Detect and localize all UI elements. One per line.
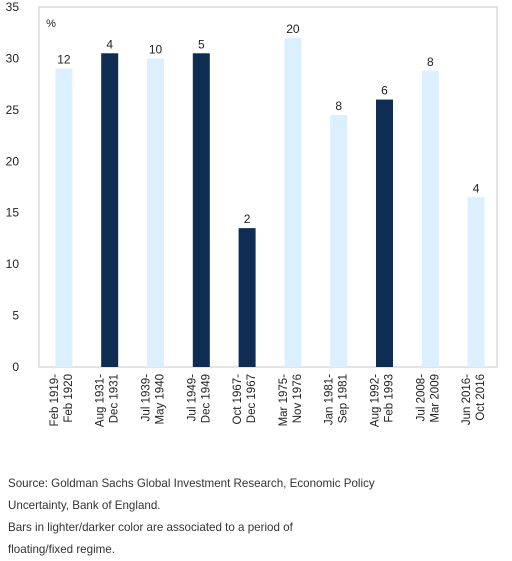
x-tick-label: Aug 1992- <box>370 374 382 427</box>
data-label: 20 <box>286 22 300 36</box>
y-tick-label: 10 <box>6 257 20 271</box>
bar <box>238 228 256 367</box>
bar <box>467 197 485 367</box>
regime-note: Bars in lighter/darker color are associa… <box>8 521 293 534</box>
chart: 0 5 10 15 20 25 30 35% 12 Feb 1919- Feb 1920 4 Aug 1… <box>6 0 498 427</box>
y-tick-label: 25 <box>6 103 20 117</box>
x-tick-label: Jul 2008- <box>415 374 427 421</box>
x-tick-label: Dec 1949 <box>200 374 212 423</box>
bar <box>192 53 210 368</box>
x-tick-label: Jun 2016- <box>461 374 473 425</box>
x-tick-label: Dec 1931 <box>109 374 121 423</box>
bar <box>421 70 439 368</box>
chart-notes: Source: Goldman Sachs Global Investment … <box>8 473 504 561</box>
y-tick-label: 5 <box>12 309 19 323</box>
data-label: 4 <box>106 37 113 51</box>
data-label: 2 <box>244 212 251 226</box>
x-tick-label: Feb 1919- <box>49 374 61 427</box>
y-tick-label: 20 <box>6 154 20 168</box>
data-label: 12 <box>57 53 71 67</box>
y-tick-label: 0 <box>12 360 19 374</box>
bar <box>376 99 393 368</box>
data-label: 5 <box>198 37 205 51</box>
bar <box>284 37 302 367</box>
x-tick-label: Dec 1967 <box>246 374 258 423</box>
x-tick-label: May 1940 <box>155 374 167 425</box>
x-tick-label: Oct 2016 <box>475 374 487 421</box>
y-tick-label: 35 <box>6 0 20 14</box>
x-tick-label: Nov 1976 <box>292 374 304 423</box>
x-tick-label: Mar 1975- <box>278 374 290 427</box>
data-label: 10 <box>149 42 163 56</box>
bar <box>147 58 164 368</box>
source-note-continued: Uncertainty, Bank of England. <box>8 499 161 512</box>
plot-frame <box>38 6 498 368</box>
x-tick-label: Feb 1920 <box>63 374 75 423</box>
data-label: 8 <box>335 99 342 113</box>
x-tick-label: Feb 1993 <box>384 374 396 423</box>
source-note: Source: Goldman Sachs Global Investment … <box>8 477 375 490</box>
data-label: 6 <box>381 84 388 98</box>
x-tick-label: Jan 1981- <box>324 374 336 425</box>
bar <box>330 115 348 367</box>
regime-note-continued: floating/fixed regime. <box>8 543 115 556</box>
y-tick-label: 15 <box>6 206 20 220</box>
bar <box>55 68 73 367</box>
data-label: 8 <box>427 55 434 69</box>
data-label: 4 <box>473 181 480 195</box>
x-tick-label: Jul 1949- <box>186 374 198 421</box>
x-tick-label: Sep 1981 <box>338 374 350 423</box>
y-tick-label: 30 <box>6 51 20 65</box>
bar <box>101 53 119 368</box>
x-tick-label: Aug 1931- <box>95 374 107 427</box>
x-tick-label: Mar 2009 <box>429 374 441 423</box>
x-tick-label: Jul 1939- <box>141 374 153 421</box>
x-tick-label: Oct 1967- <box>232 374 244 425</box>
y-unit-label: % <box>46 18 56 30</box>
